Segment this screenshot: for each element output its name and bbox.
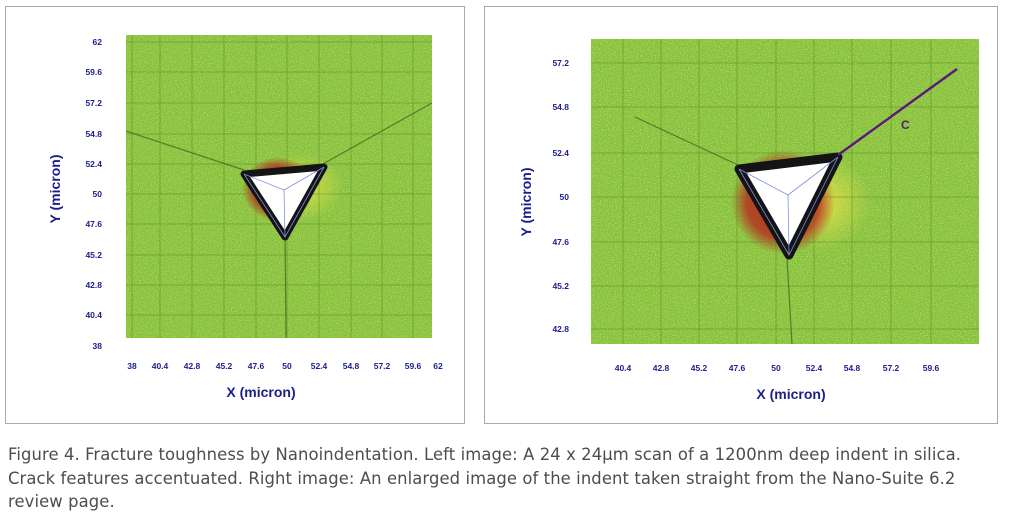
left-x-tick-label: 57.2 xyxy=(374,361,391,371)
left-y-tick-label: 42.8 xyxy=(85,280,102,290)
right-y-tick-label: 57.2 xyxy=(552,58,569,68)
right-x-tick-label: 50 xyxy=(771,363,781,373)
right-y-tick-label: 42.8 xyxy=(552,324,569,334)
right-x-tick-label: 47.6 xyxy=(729,363,746,373)
left-y-tick-label: 57.2 xyxy=(85,98,102,108)
left-y-tick-label: 52.4 xyxy=(85,159,102,169)
left-x-tick-label: 38 xyxy=(127,361,137,371)
left-y-axis-label: Y (micron) xyxy=(47,155,63,224)
left-x-tick-label: 54.8 xyxy=(343,361,360,371)
right-scan-plot: C 40.4 42.8 45.2 47.6 50 52.4 54.8 57.2 59.6 57.2… xyxy=(518,39,979,402)
crack-length-line xyxy=(837,68,958,156)
right-x-tick-label: 57.2 xyxy=(883,363,900,373)
left-y-tick-label: 45.2 xyxy=(85,250,102,260)
left-crack-lines xyxy=(126,102,432,338)
left-axes: 38 40.4 42.8 45.2 47.6 50 52.4 54.8 57.2 59.6 62 62… xyxy=(85,37,443,371)
right-x-tick-label: 59.6 xyxy=(923,363,940,373)
left-scan-plot: 38 40.4 42.8 45.2 47.6 50 52.4 54.8 57.2 59.6 62 62… xyxy=(47,35,443,400)
left-x-tick-label: 59.6 xyxy=(405,361,422,371)
left-x-tick-label: 50 xyxy=(282,361,292,371)
left-x-tick-label: 47.6 xyxy=(248,361,265,371)
right-y-tick-label: 54.8 xyxy=(552,102,569,112)
right-axes: 40.4 42.8 45.2 47.6 50 52.4 54.8 57.2 59.6 57.2 54… xyxy=(552,58,939,373)
left-y-tick-label: 38 xyxy=(93,341,103,351)
right-x-tick-label: 45.2 xyxy=(691,363,708,373)
right-y-tick-label: 50 xyxy=(560,192,570,202)
left-x-tick-label: 42.8 xyxy=(184,361,201,371)
left-y-tick-label: 59.6 xyxy=(85,67,102,77)
right-x-axis-label: X (micron) xyxy=(756,386,825,402)
left-y-tick-label: 62 xyxy=(93,37,103,47)
right-y-tick-label: 52.4 xyxy=(552,148,569,158)
left-x-axis-label: X (micron) xyxy=(226,384,295,400)
right-y-axis-label: Y (micron) xyxy=(518,168,534,237)
right-y-tick-label: 45.2 xyxy=(552,281,569,291)
left-x-tick-label: 62 xyxy=(433,361,443,371)
left-figure-panel: 38 40.4 42.8 45.2 47.6 50 52.4 54.8 57.2 59.6 62 62… xyxy=(5,6,465,424)
figure-caption: Figure 4. Fracture toughness by Nanoinde… xyxy=(8,445,962,511)
left-y-tick-label: 50 xyxy=(93,189,103,199)
left-y-tick-label: 40.4 xyxy=(85,310,102,320)
right-y-tick-label: 47.6 xyxy=(552,237,569,247)
right-scan-image: C xyxy=(591,39,979,344)
right-x-tick-label: 42.8 xyxy=(653,363,670,373)
left-y-tick-label: 47.6 xyxy=(85,219,102,229)
crack-label: C xyxy=(901,118,910,132)
left-x-tick-label: 40.4 xyxy=(152,361,169,371)
right-x-tick-label: 52.4 xyxy=(806,363,823,373)
left-scan-image xyxy=(126,35,432,338)
left-x-tick-label: 52.4 xyxy=(311,361,328,371)
right-x-tick-label: 40.4 xyxy=(615,363,632,373)
left-y-tick-label: 54.8 xyxy=(85,129,102,139)
right-figure-panel: C 40.4 42.8 45.2 47.6 50 52.4 54.8 57.2 59.6 57.2… xyxy=(484,6,998,424)
left-x-tick-label: 45.2 xyxy=(216,361,233,371)
right-x-tick-label: 54.8 xyxy=(844,363,861,373)
right-crack-lines xyxy=(634,116,793,344)
